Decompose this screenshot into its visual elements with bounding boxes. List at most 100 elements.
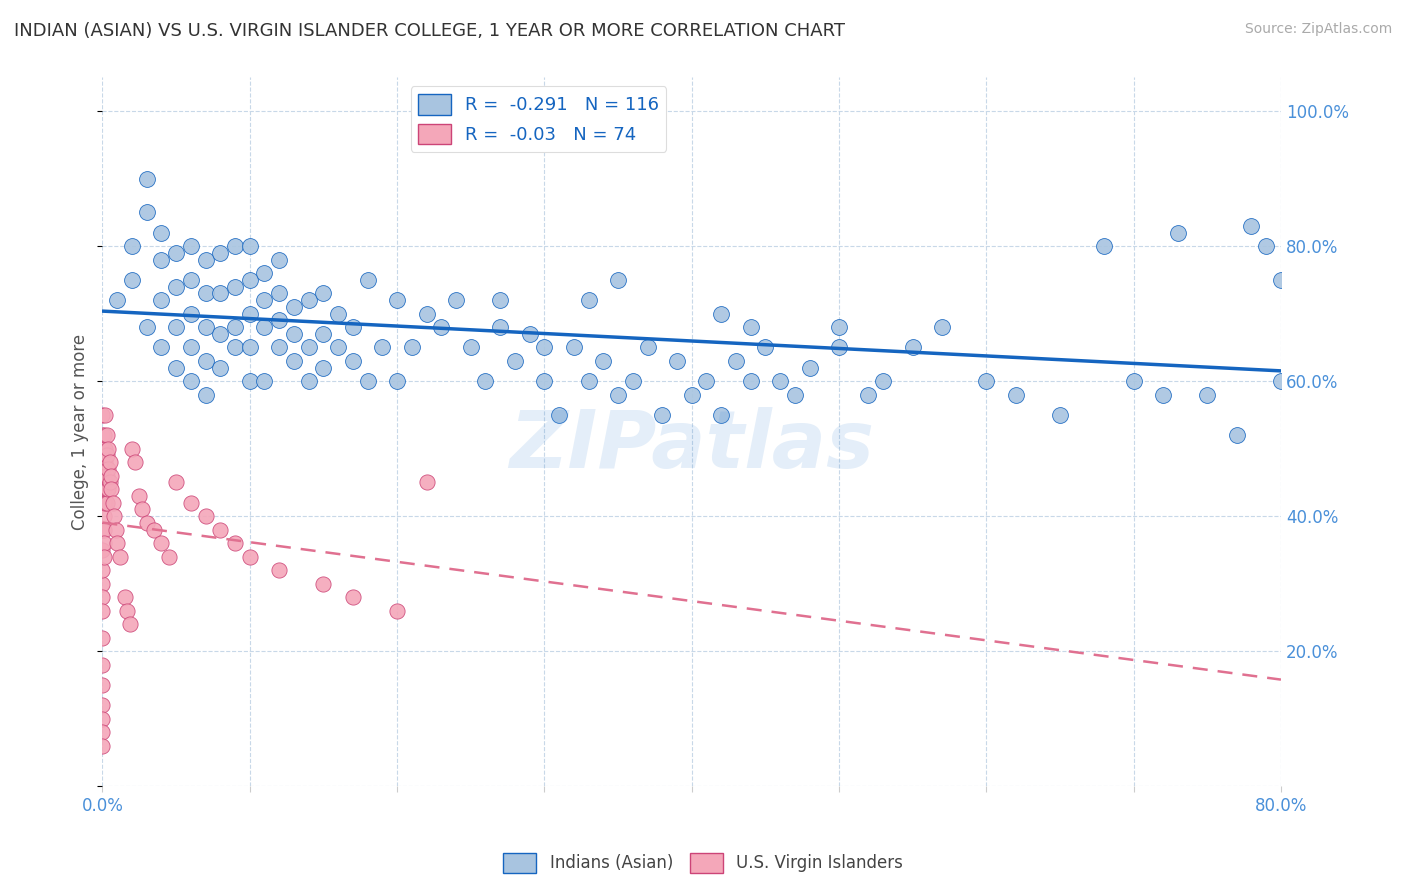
- Point: [128, 489, 150, 503]
- Point: [96, 468, 118, 483]
- Point: [91, 678, 114, 692]
- Text: ZIPatlas: ZIPatlas: [509, 407, 875, 485]
- Point: [858, 387, 880, 401]
- Point: [740, 374, 762, 388]
- Point: [93, 468, 115, 483]
- Point: [209, 523, 232, 537]
- Point: [1240, 219, 1263, 233]
- Point: [269, 252, 291, 267]
- Point: [96, 482, 118, 496]
- Point: [121, 273, 143, 287]
- Point: [94, 496, 117, 510]
- Point: [194, 286, 217, 301]
- Point: [91, 739, 114, 753]
- Point: [165, 320, 187, 334]
- Point: [209, 360, 232, 375]
- Point: [120, 617, 142, 632]
- Point: [180, 273, 202, 287]
- Point: [94, 408, 117, 422]
- Point: [269, 340, 291, 354]
- Point: [165, 475, 187, 490]
- Point: [150, 252, 173, 267]
- Point: [94, 455, 117, 469]
- Point: [444, 293, 467, 308]
- Point: [342, 320, 364, 334]
- Point: [97, 462, 120, 476]
- Point: [1226, 428, 1249, 442]
- Point: [180, 239, 202, 253]
- Point: [326, 307, 349, 321]
- Point: [283, 326, 305, 341]
- Point: [114, 590, 136, 604]
- Point: [769, 374, 792, 388]
- Point: [312, 576, 335, 591]
- Point: [209, 326, 232, 341]
- Point: [269, 563, 291, 577]
- Point: [194, 509, 217, 524]
- Point: [592, 354, 614, 368]
- Y-axis label: College, 1 year or more: College, 1 year or more: [72, 334, 89, 530]
- Point: [96, 496, 118, 510]
- Point: [239, 239, 262, 253]
- Point: [91, 563, 114, 577]
- Point: [135, 516, 157, 530]
- Point: [503, 354, 526, 368]
- Point: [474, 374, 496, 388]
- Point: [724, 354, 747, 368]
- Point: [651, 408, 673, 422]
- Point: [253, 266, 276, 280]
- Point: [1167, 226, 1189, 240]
- Point: [239, 307, 262, 321]
- Point: [298, 374, 321, 388]
- Point: [312, 360, 335, 375]
- Point: [91, 698, 114, 713]
- Point: [548, 408, 571, 422]
- Point: [93, 442, 115, 456]
- Point: [165, 360, 187, 375]
- Point: [607, 387, 630, 401]
- Point: [489, 293, 512, 308]
- Point: [519, 326, 541, 341]
- Point: [91, 576, 114, 591]
- Point: [430, 320, 453, 334]
- Point: [828, 340, 851, 354]
- Point: [578, 374, 600, 388]
- Point: [209, 246, 232, 260]
- Point: [253, 374, 276, 388]
- Point: [533, 340, 555, 354]
- Point: [1092, 239, 1115, 253]
- Point: [356, 374, 378, 388]
- Point: [94, 442, 117, 456]
- Point: [931, 320, 953, 334]
- Point: [97, 442, 120, 456]
- Point: [239, 549, 262, 564]
- Point: [224, 239, 246, 253]
- Point: [108, 549, 131, 564]
- Point: [135, 171, 157, 186]
- Point: [312, 286, 335, 301]
- Point: [710, 307, 733, 321]
- Point: [1256, 239, 1278, 253]
- Point: [298, 293, 321, 308]
- Point: [180, 307, 202, 321]
- Point: [91, 455, 114, 469]
- Point: [371, 340, 394, 354]
- Point: [143, 523, 166, 537]
- Point: [91, 442, 114, 456]
- Point: [298, 340, 321, 354]
- Point: [91, 590, 114, 604]
- Point: [326, 340, 349, 354]
- Point: [100, 468, 122, 483]
- Point: [269, 286, 291, 301]
- Point: [93, 509, 115, 524]
- Point: [121, 442, 143, 456]
- Point: [194, 320, 217, 334]
- Point: [239, 374, 262, 388]
- Point: [93, 536, 115, 550]
- Point: [150, 226, 173, 240]
- Point: [209, 286, 232, 301]
- Point: [665, 354, 688, 368]
- Point: [754, 340, 776, 354]
- Point: [385, 604, 408, 618]
- Point: [872, 374, 894, 388]
